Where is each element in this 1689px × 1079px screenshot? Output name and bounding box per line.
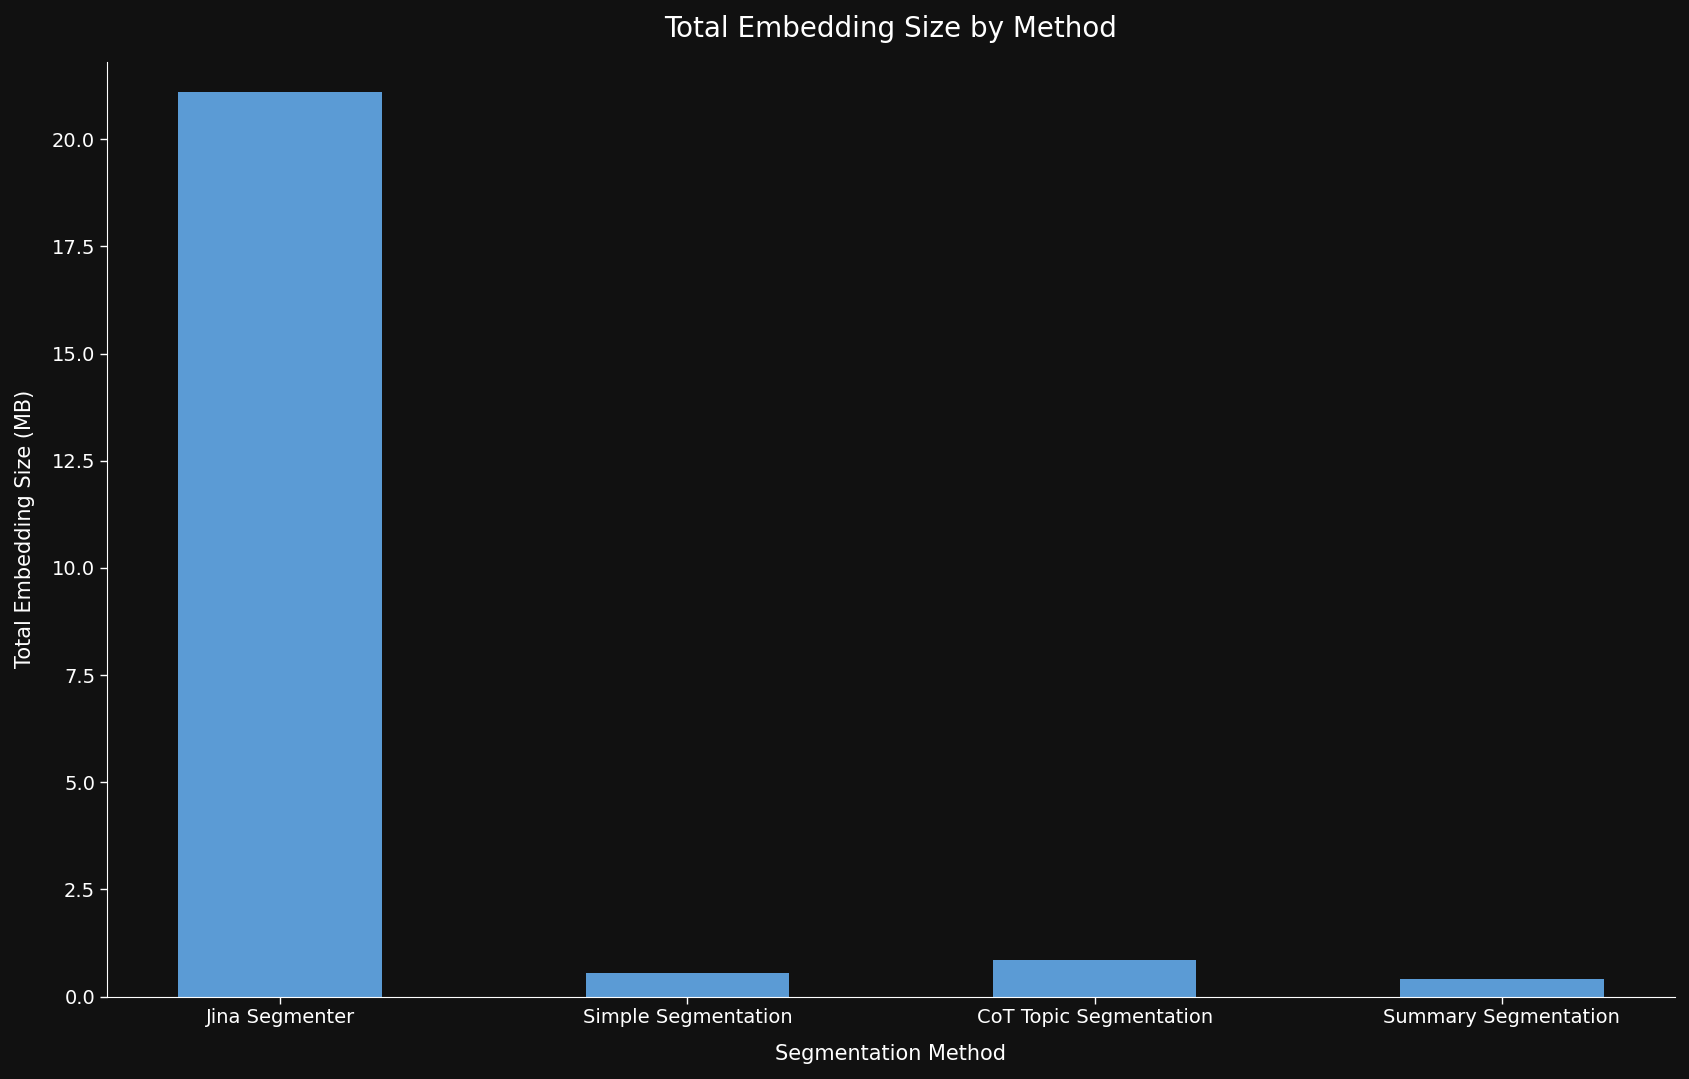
Title: Total Embedding Size by Method: Total Embedding Size by Method <box>664 15 1116 43</box>
Bar <box>177 92 382 997</box>
Bar <box>991 960 1196 997</box>
Bar <box>1398 979 1603 997</box>
X-axis label: Segmentation Method: Segmentation Method <box>775 1044 1007 1064</box>
Bar <box>584 973 789 997</box>
Y-axis label: Total Embedding Size (MB): Total Embedding Size (MB) <box>15 391 35 668</box>
